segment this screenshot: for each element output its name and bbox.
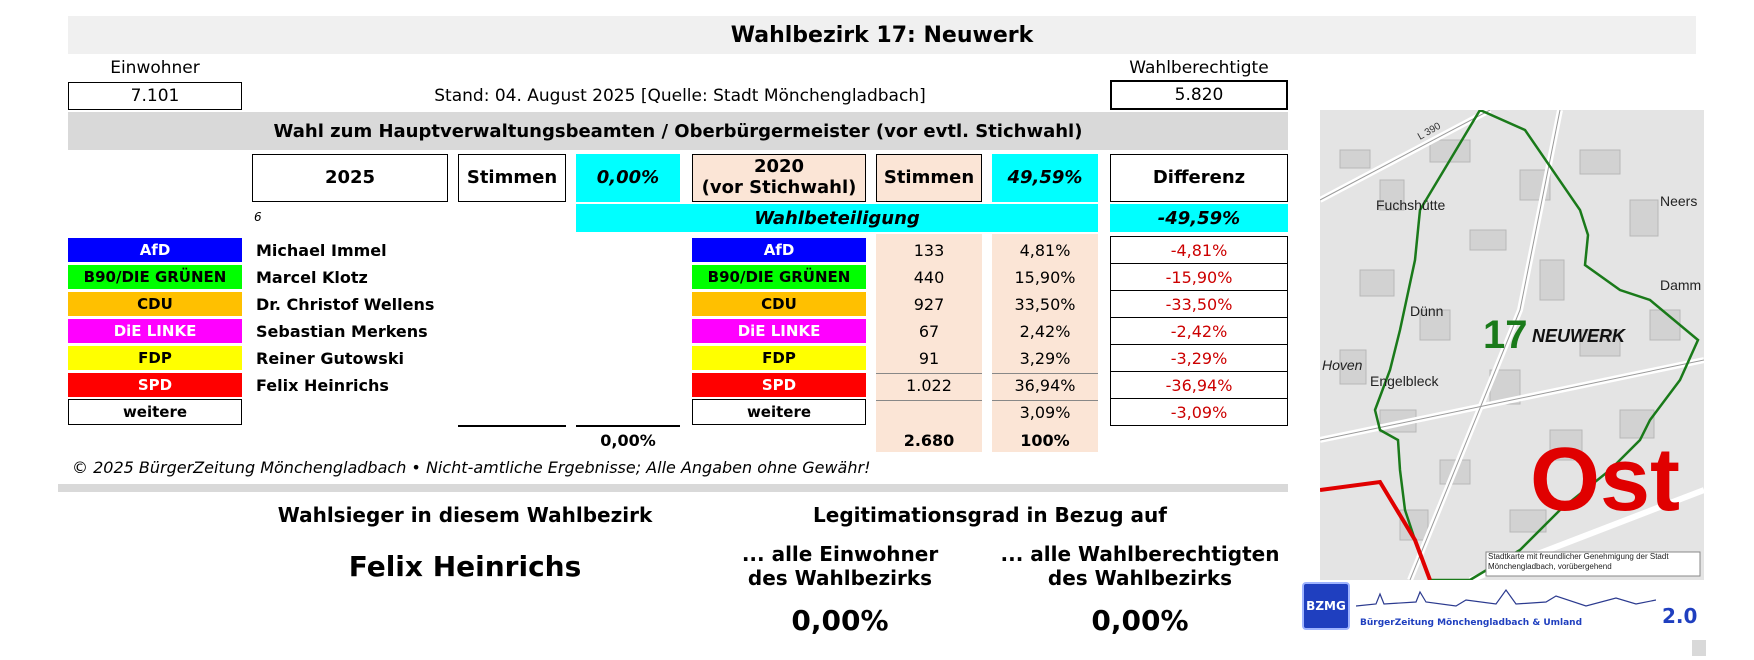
differenz-cell: -4,81% bbox=[1110, 236, 1288, 264]
district-map: Ost Fuchshütte Neers Dünn Damm Hoven Eng… bbox=[1320, 110, 1704, 580]
stimmen-2020-column-bg bbox=[876, 234, 982, 452]
differenz-cell: -2,42% bbox=[1110, 317, 1288, 345]
candidate-name: Michael Immel bbox=[256, 240, 387, 260]
einwohner-value: 7.101 bbox=[68, 82, 242, 110]
corner-marker bbox=[1692, 640, 1706, 656]
header-stimmen-2020: Stimmen bbox=[876, 154, 982, 202]
map-place-engelbleck: Engelbleck bbox=[1370, 373, 1439, 389]
header-pct-2020: 49,59% bbox=[992, 154, 1098, 202]
wahlbeteiligung-differenz: -49,59% bbox=[1110, 204, 1288, 232]
pct-2020-cell: 3,29% bbox=[1019, 348, 1071, 368]
party-2020-linke: DiE LINKE bbox=[692, 319, 866, 343]
map-place-fuchshuette: Fuchshütte bbox=[1376, 197, 1445, 213]
map-place-duenn: Dünn bbox=[1410, 303, 1443, 319]
header-pct-2025: 0,00% bbox=[576, 154, 680, 202]
differenz-cell: -15,90% bbox=[1110, 263, 1288, 291]
legit-einwohner-label: ... alle Einwohner des Wahlbezirks bbox=[720, 540, 960, 592]
pct-2020-cell: 4,81% bbox=[1019, 240, 1071, 260]
candidate-name: Sebastian Merkens bbox=[256, 321, 428, 341]
legit-wb-line2: des Wahlbezirks bbox=[1047, 566, 1233, 590]
party-2020-gruene: B90/DIE GRÜNEN bbox=[692, 265, 866, 289]
party-2025-afd: AfD bbox=[68, 238, 242, 262]
map-place-hoven: Hoven bbox=[1322, 357, 1363, 373]
candidate-name: Marcel Klotz bbox=[256, 267, 368, 287]
pct-2025-total-line bbox=[576, 425, 680, 427]
candidate-name: Dr. Christof Wellens bbox=[256, 294, 435, 314]
footer-note: © 2025 BürgerZeitung Mönchengladbach • N… bbox=[72, 458, 871, 477]
district-map-graphic: Ost Fuchshütte Neers Dünn Damm Hoven Eng… bbox=[1320, 110, 1704, 580]
map-district-number: 17 bbox=[1483, 313, 1528, 357]
party-2020-afd: AfD bbox=[692, 238, 866, 262]
differenz-cell: -3,09% bbox=[1110, 398, 1288, 426]
stimmen-2020-cell: 927 bbox=[913, 294, 945, 314]
stimmen-2025-total-line bbox=[458, 425, 566, 427]
party-2025-gruene: B90/DIE GRÜNEN bbox=[68, 265, 242, 289]
pct-2020-cell: 36,94% bbox=[992, 373, 1098, 397]
legit-einwohner-line2: des Wahlbezirks bbox=[747, 566, 933, 590]
total-pct-2025: 0,00% bbox=[600, 430, 656, 450]
legit-wb-label: ... alle Wahlberechtigten des Wahlbezirk… bbox=[1000, 540, 1280, 592]
party-2025-spd: SPD bbox=[68, 373, 242, 397]
map-district-name: NEUWERK bbox=[1532, 326, 1627, 346]
pct-2020-column-bg bbox=[992, 234, 1098, 452]
stimmen-2020-cell: 133 bbox=[913, 240, 945, 260]
wahlbeteiligung-label: Wahlbeteiligung bbox=[576, 204, 1098, 232]
legit-einwohner-value: 0,00% bbox=[791, 603, 889, 637]
party-2020-cdu: CDU bbox=[692, 292, 866, 316]
skyline-graphic bbox=[1356, 588, 1656, 607]
stimmen-2020-cell: 67 bbox=[918, 321, 940, 341]
wahlberechtigte-label: Wahlberechtigte bbox=[1129, 58, 1269, 78]
pct-2020-cell: 2,42% bbox=[1019, 321, 1071, 341]
party-2020-fdp: FDP bbox=[692, 346, 866, 370]
bzmg-logo-badge: BZMG bbox=[1302, 582, 1350, 630]
map-place-ost: Ost bbox=[1530, 430, 1680, 530]
total-stimmen-2020: 2.680 bbox=[903, 430, 955, 450]
logo-text: BürgerZeitung Mönchengladbach & Umland bbox=[1360, 618, 1583, 628]
page-title: Wahlbezirk 17: Neuwerk bbox=[68, 16, 1696, 54]
header-stimmen-2025: Stimmen bbox=[458, 154, 566, 202]
party-2020-spd: SPD bbox=[692, 373, 866, 397]
total-pct-2020: 100% bbox=[1020, 430, 1070, 450]
stimmen-2020-cell: 91 bbox=[918, 348, 940, 368]
differenz-cell: -36,94% bbox=[1110, 371, 1288, 399]
stimmen-2020-cell: 440 bbox=[913, 267, 945, 287]
einwohner-label: Einwohner bbox=[110, 58, 200, 78]
divider bbox=[58, 484, 1288, 492]
pct-2020-cell: 15,90% bbox=[1014, 267, 1076, 287]
wahlberechtigte-value: 5.820 bbox=[1110, 80, 1288, 110]
differenz-cell: -33,50% bbox=[1110, 290, 1288, 318]
pct-2020-cell: 33,50% bbox=[1014, 294, 1076, 314]
map-credit: Stadtkarte mit freundlicher Genehmigung … bbox=[1488, 552, 1669, 571]
header-2025: 2025 bbox=[252, 154, 448, 202]
map-place-neers: Neers bbox=[1660, 193, 1697, 209]
differenz-cell: -3,29% bbox=[1110, 344, 1288, 372]
party-2025-fdp: FDP bbox=[68, 346, 242, 370]
map-place-damm: Damm bbox=[1660, 277, 1701, 293]
legit-wb-line1: ... alle Wahlberechtigten bbox=[1000, 542, 1280, 566]
candidate-name: Reiner Gutowski bbox=[256, 348, 404, 368]
header-2020-line1: 2020 bbox=[753, 156, 805, 178]
header-differenz: Differenz bbox=[1110, 154, 1288, 202]
header-2020-line2: (vor Stichwahl) bbox=[701, 177, 857, 198]
legit-einwohner-line1: ... alle Einwohner bbox=[741, 542, 939, 566]
party-2025-linke: DiE LINKE bbox=[68, 319, 242, 343]
pct-2020-cell: 3,09% bbox=[992, 400, 1098, 424]
stimmen-2020-cell: 1.022 bbox=[876, 373, 982, 397]
party-2025-weitere: weitere bbox=[68, 399, 242, 425]
header-2020: 2020 (vor Stichwahl) bbox=[692, 154, 866, 202]
party-2025-cdu: CDU bbox=[68, 292, 242, 316]
stimmen-2020-cell bbox=[876, 400, 982, 424]
election-banner: Wahl zum Hauptverwaltungsbeamten / Oberb… bbox=[68, 112, 1288, 150]
logo-version: 2.0 bbox=[1662, 604, 1698, 628]
winner-heading: Wahlsieger in diesem Wahlbezirk bbox=[277, 503, 653, 527]
stand-text: Stand: 04. August 2025 [Quelle: Stadt Mö… bbox=[434, 86, 926, 106]
legit-heading: Legitimationsgrad in Bezug auf bbox=[813, 503, 1167, 527]
party-2020-weitere: weitere bbox=[692, 399, 866, 425]
candidate-name: Felix Heinrichs bbox=[256, 375, 389, 395]
legit-wb-value: 0,00% bbox=[1091, 603, 1189, 637]
small-number: 6 bbox=[254, 210, 262, 224]
winner-name: Felix Heinrichs bbox=[348, 549, 582, 583]
